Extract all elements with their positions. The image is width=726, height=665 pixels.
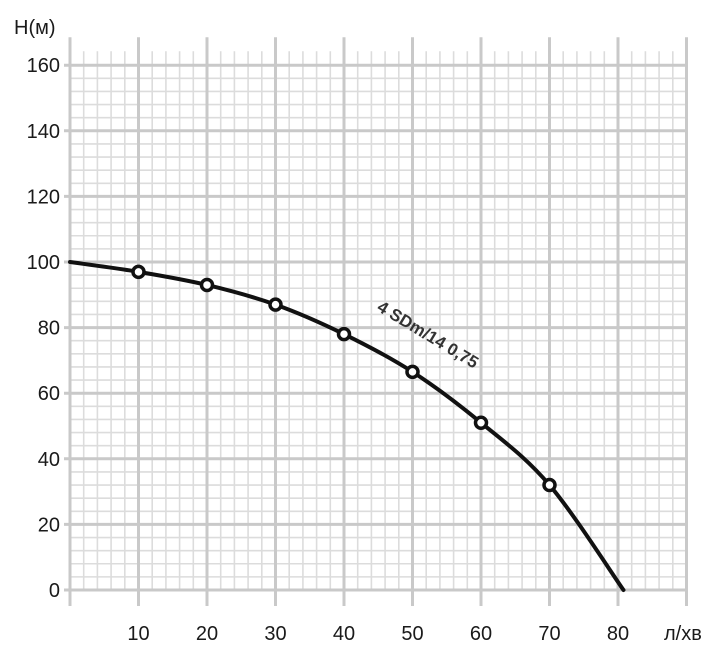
x-tick-label: 60 <box>470 623 492 645</box>
x-axis-label: л/хв <box>664 623 702 645</box>
series-curve <box>68 260 626 592</box>
data-point-marker <box>473 415 489 430</box>
x-tick-label: 50 <box>401 623 423 645</box>
x-tick-label: 70 <box>538 623 560 645</box>
x-tick-label: 80 <box>607 623 629 645</box>
x-tick-label: 40 <box>333 623 355 645</box>
y-tick-label: 60 <box>38 383 60 405</box>
data-point-marker <box>131 264 146 280</box>
y-tick-label: 80 <box>38 318 60 340</box>
y-tick-label: 0 <box>49 580 60 602</box>
data-point-marker <box>336 326 352 342</box>
y-tick-label: 100 <box>27 252 60 274</box>
series-markers <box>131 264 557 493</box>
y-tick-label: 40 <box>38 449 60 471</box>
data-point-marker <box>542 477 557 493</box>
y-tick-label: 120 <box>27 186 60 208</box>
data-point-marker <box>199 277 215 293</box>
y-tick-label: 20 <box>38 514 60 536</box>
y-axis-label: H(м) <box>14 17 56 39</box>
series-label: 4 SDm/14 0,75 <box>374 297 482 372</box>
grid <box>64 37 688 606</box>
x-tick-label: 30 <box>264 623 286 645</box>
x-tick-label: 20 <box>196 623 218 645</box>
y-tick-label: 160 <box>27 55 60 77</box>
x-tick-label: 10 <box>127 623 149 645</box>
tick-labels: 0 20 40 60 80 100 120 140 160 10 20 30 40 50 60 70 80 <box>27 55 630 645</box>
data-point-marker <box>405 364 420 380</box>
y-tick-label: 140 <box>27 121 60 143</box>
data-point-marker <box>268 297 283 312</box>
